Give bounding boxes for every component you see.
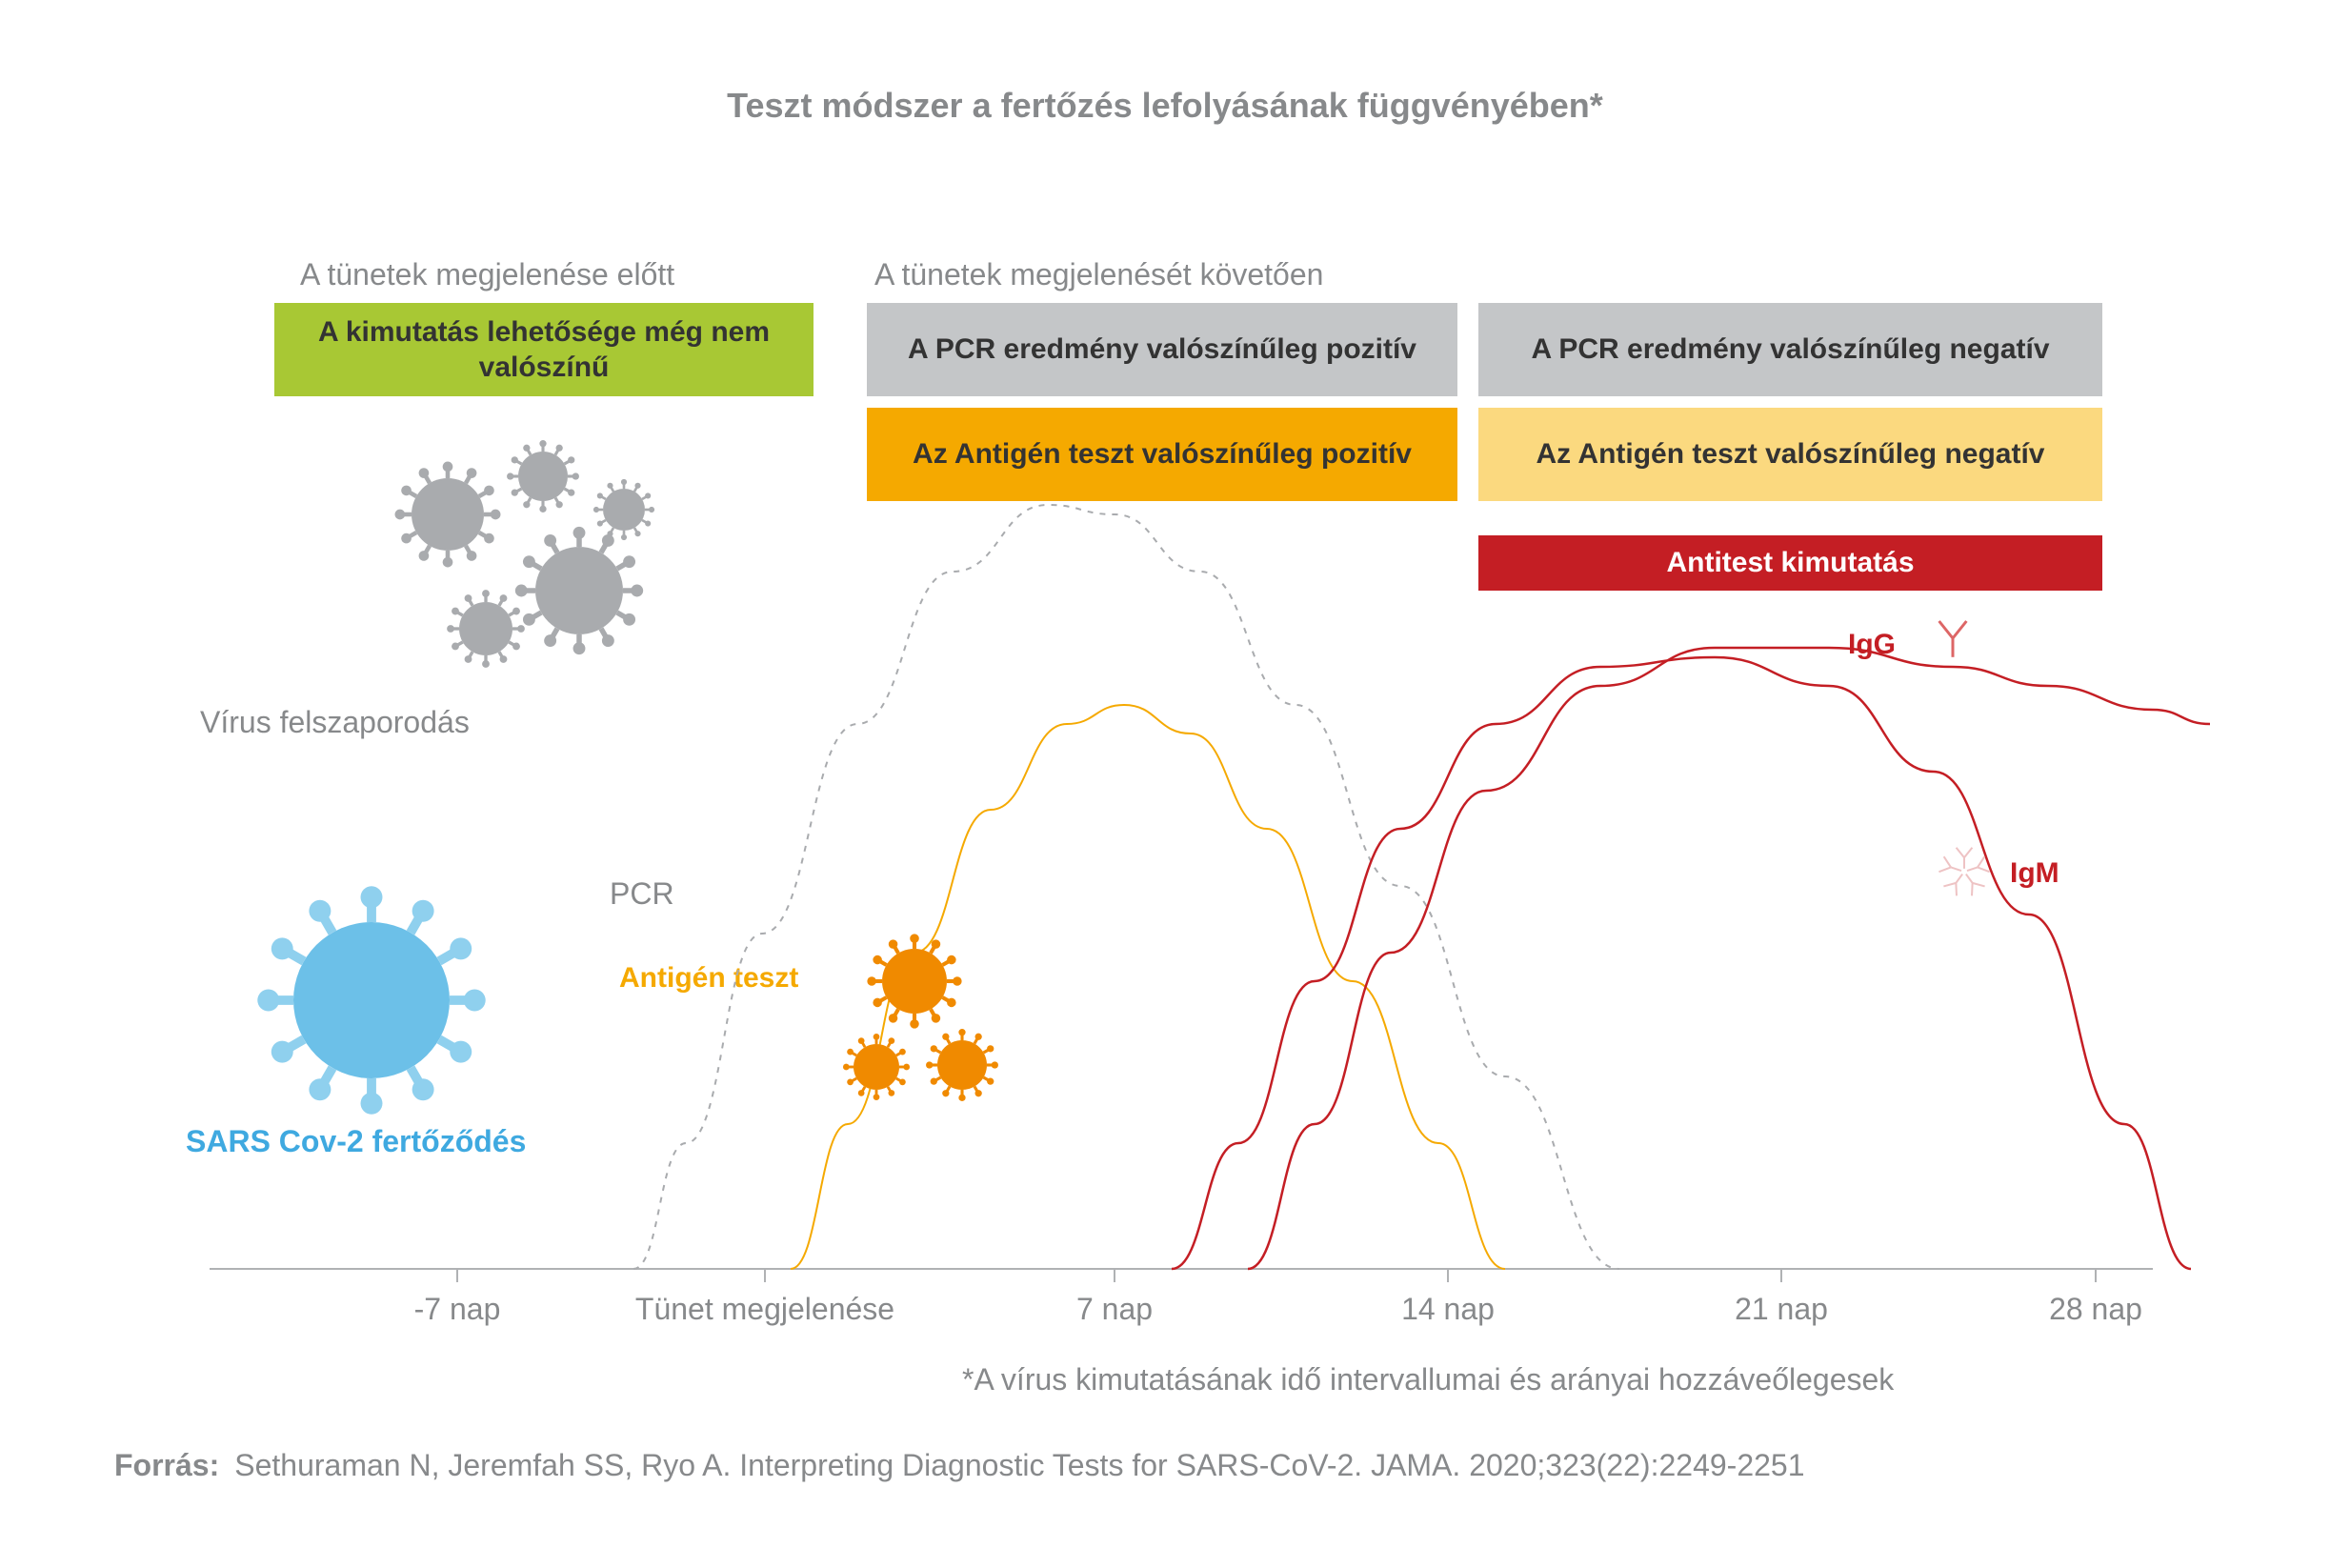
curve-igg [1248,648,2210,1269]
antibody-icon [1938,856,1963,878]
virus-icon [867,934,961,1028]
antibody-icon [1964,856,1989,878]
virus-icon [843,1034,910,1100]
axis-tick-2: 7 nap [972,1292,1257,1327]
footnote-text: *A vírus kimutatásának idő intervallumai… [962,1362,1894,1397]
chart-svg [0,0,2330,1568]
antibody-icon [1943,870,1969,896]
antibody-icon [1957,848,1973,869]
curve-igm [1172,657,2191,1269]
virus-icon [395,462,501,568]
axis-tick-5: 28 nap [1953,1292,2239,1327]
virus-icon [507,440,579,513]
virus-icon [926,1029,998,1101]
virus-icon [447,590,525,668]
source-citation: Sethuraman N, Jeremfah SS, Ryo A. Interp… [234,1448,1804,1483]
curve-pcr [633,505,1619,1269]
axis-tick-3: 14 nap [1305,1292,1591,1327]
axis-tick-4: 21 nap [1638,1292,1924,1327]
axis-tick-1: Tünet megjelenése [622,1292,908,1327]
source-label: Forrás: [114,1448,219,1483]
antibody-icon [1939,621,1967,657]
antibody-icon [1959,870,1985,896]
axis-tick-0: -7 nap [314,1292,600,1327]
virus-icon [593,479,654,540]
source-row: Forrás: Sethuraman N, Jeremfah SS, Ryo A… [114,1448,1805,1483]
virus-icon [515,527,643,654]
virus-icon [257,886,485,1114]
